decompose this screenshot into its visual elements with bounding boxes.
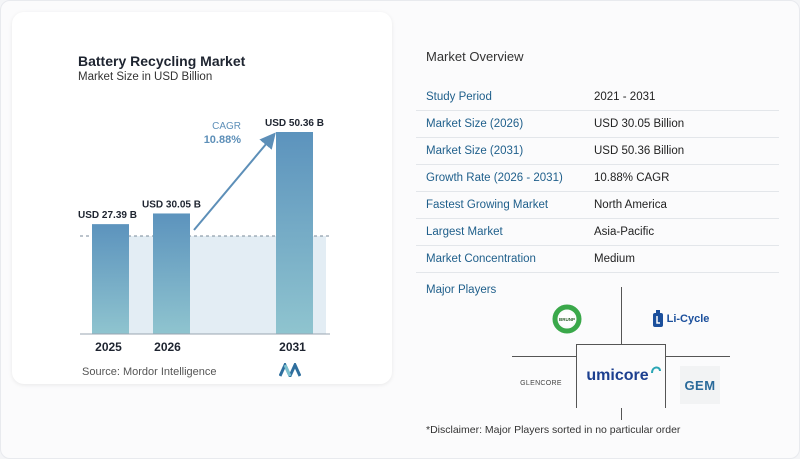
cagr-value: 10.88% [204, 134, 242, 146]
overview-row-value: North America [586, 191, 779, 219]
divider [576, 344, 577, 408]
gem-logo: GEM [680, 366, 720, 404]
overview-row-label: Study Period [416, 84, 586, 112]
overview-title: Market Overview [426, 49, 524, 64]
bar-value-label: USD 50.36 B [265, 118, 324, 129]
umicore-swirl-icon [650, 366, 661, 374]
bar-2026 [153, 213, 190, 334]
overview-row-value: Asia-Pacific [586, 218, 779, 246]
major-players-label: Major Players [426, 284, 497, 296]
divider [512, 356, 576, 357]
divider [665, 344, 666, 408]
bar-value-label: USD 27.39 B [78, 210, 137, 221]
overview-row-value: USD 50.36 Billion [586, 137, 779, 166]
overview-table: Study Period 2021 - 2031 Market Size (2026… [416, 84, 779, 273]
battery-icon [652, 310, 663, 327]
bar-2025 [92, 224, 129, 334]
overview-row: Study Period 2021 - 2031 [416, 84, 779, 112]
x-tick-label: 2031 [279, 340, 306, 354]
overview-row-label: Market Size (2031) [416, 137, 586, 166]
gem-logo-text: GEM [684, 377, 716, 393]
glencore-logo-text: GLENCORE [520, 379, 562, 387]
mordor-logo-icon [279, 363, 301, 377]
divider [576, 344, 666, 345]
overview-row-label: Growth Rate (2026 - 2031) [416, 164, 586, 193]
umicore-logo: umicore [586, 360, 662, 392]
overview-row: Largest Market Asia-Pacific [416, 218, 779, 246]
overview-row-label: Fastest Growing Market [416, 191, 586, 219]
bar-2031 [276, 132, 313, 334]
brunp-logo: BRUNP [549, 303, 585, 335]
cagr-label: CAGR [212, 121, 241, 132]
chart-subtitle: Market Size in USD Billion [78, 71, 213, 83]
overview-row-value: USD 30.05 Billion [586, 110, 779, 139]
overview-row: Market Size (2031) USD 50.36 Billion [416, 137, 779, 166]
umicore-logo-text: umicore [586, 367, 649, 384]
overview-row-label: Largest Market [416, 218, 586, 246]
source-note: Source: Mordor Intelligence [82, 366, 217, 378]
glencore-logo: GLENCORE [516, 374, 566, 392]
overview-row: Market Size (2026) USD 30.05 Billion [416, 110, 779, 139]
disclaimer: *Disclaimer: Major Players sorted in no … [426, 424, 681, 436]
cagr-arrow [193, 132, 276, 231]
x-tick-label: 2026 [154, 340, 181, 354]
li-cycle-logo: Li-Cycle [648, 306, 712, 332]
overview-row-value: 10.88% CAGR [586, 164, 779, 193]
overview-row: Market Concentration Medium [416, 245, 779, 273]
divider [621, 408, 622, 420]
overview-row-label: Market Size (2026) [416, 110, 586, 139]
divider [621, 287, 622, 344]
brunp-logo-text: BRUNP [559, 317, 575, 322]
overview-row-label: Market Concentration [416, 245, 586, 273]
divider [666, 356, 730, 357]
x-tick-label: 2025 [95, 340, 122, 354]
overview-row-value: 2021 - 2031 [586, 84, 779, 112]
chart-title: Battery Recycling Market [78, 53, 246, 69]
bar-chart: USD 27.39 B 2025 USD 30.05 B 2026 USD 50.36 … [78, 118, 330, 354]
bar-value-label: USD 30.05 B [142, 199, 201, 210]
li-cycle-logo-text: Li-Cycle [666, 313, 710, 325]
overview-row: Fastest Growing Market North America [416, 191, 779, 219]
overview-row-value: Medium [586, 245, 779, 273]
overview-row: Growth Rate (2026 - 2031) 10.88% CAGR [416, 164, 779, 193]
brunp-recycle-icon: BRUNP [552, 304, 582, 334]
